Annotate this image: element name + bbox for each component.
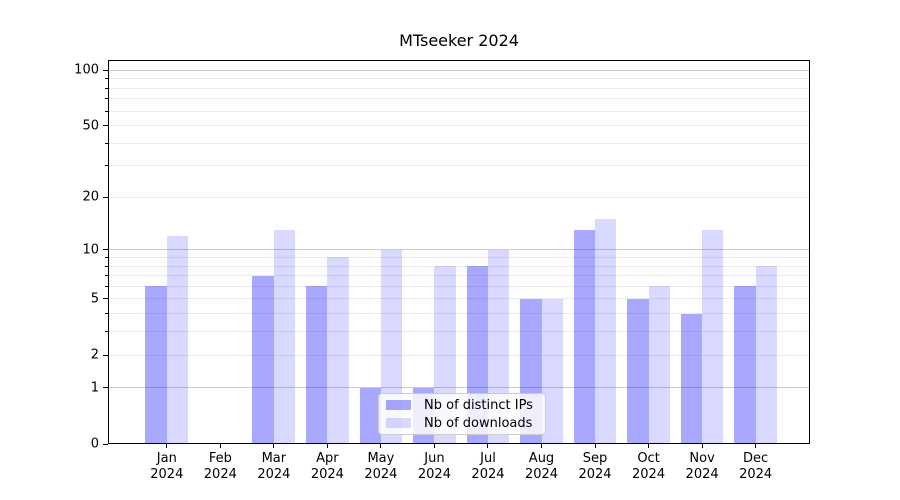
bar-nb-of-downloads-nov (702, 230, 724, 444)
legend-label-distinct-ips: Nb of distinct IPs (424, 397, 533, 413)
y-tick-label: 0 (90, 436, 99, 452)
bar-nb-of-downloads-dec (755, 266, 778, 444)
x-tick-label-nov: Nov 2024 (685, 451, 719, 482)
gridline-minor (108, 165, 810, 167)
bar-nb-of-distinct-ips-oct (627, 298, 649, 444)
y-tick-major (103, 443, 108, 445)
x-tick (166, 444, 168, 448)
x-tick-label-jul: Jul 2024 (471, 451, 505, 482)
x-tick-label-dec: Dec 2024 (739, 451, 773, 482)
bar-nb-of-downloads-apr (327, 257, 349, 444)
bar-nb-of-downloads-mar (273, 230, 296, 444)
y-tick-minor (105, 165, 108, 167)
chart-title: MTseeker 2024 (399, 31, 519, 50)
y-tick-minor (105, 331, 108, 333)
x-tick-label-mar: Mar 2024 (257, 451, 291, 482)
y-tick-label: 100 (74, 62, 99, 78)
y-tick-major (103, 125, 108, 126)
gridline-minor (108, 275, 810, 277)
legend-item-distinct-ips: Nb of distinct IPs (386, 398, 545, 413)
bar-nb-of-distinct-ips-dec (734, 286, 756, 444)
y-tick-label: 5 (90, 291, 99, 307)
y-tick-minor (105, 265, 108, 267)
gridline-minor (108, 78, 810, 80)
x-tick (594, 444, 596, 448)
bar-nb-of-distinct-ips-nov (680, 313, 703, 444)
gridline-minor (108, 125, 810, 126)
x-tick (755, 444, 757, 448)
x-tick (541, 444, 542, 448)
y-tick-minor (105, 313, 108, 315)
bar-nb-of-distinct-ips-jan (145, 286, 167, 444)
y-tick-major (103, 196, 108, 198)
y-tick-minor (105, 142, 108, 144)
gridline-minor (108, 265, 810, 267)
x-tick (219, 444, 221, 448)
bar-nb-of-distinct-ips-apr (305, 286, 328, 444)
gridline-minor (108, 331, 810, 333)
x-tick (648, 444, 650, 448)
gridline-minor (108, 98, 810, 100)
x-tick (433, 444, 435, 448)
legend: Nb of distinct IPs Nb of downloads (378, 393, 546, 435)
y-tick-minor (105, 98, 108, 100)
bar-nb-of-downloads-oct (648, 286, 670, 444)
gridline-major (108, 387, 810, 389)
x-tick-label-oct: Oct 2024 (632, 451, 666, 482)
y-tick-minor (105, 275, 108, 277)
x-tick (326, 444, 328, 448)
y-tick-label: 50 (82, 118, 99, 133)
x-tick (701, 444, 703, 448)
x-tick-label-may: May 2024 (364, 451, 398, 482)
y-tick-label: 2 (90, 347, 99, 363)
y-tick-major (103, 69, 108, 71)
y-tick-major (103, 249, 108, 251)
y-tick-label: 10 (82, 242, 99, 258)
y-tick-major (103, 298, 108, 300)
gridline-minor (108, 142, 810, 144)
plot-area (108, 60, 810, 444)
y-tick-minor (105, 78, 108, 80)
x-tick (273, 444, 275, 448)
gridline-major (108, 249, 810, 251)
bar-nb-of-distinct-ips-sep (573, 230, 596, 444)
gridline-minor (108, 285, 810, 287)
y-tick-label: 1 (90, 380, 99, 396)
x-tick-label-jun: Jun 2024 (417, 451, 451, 482)
y-tick-minor (105, 285, 108, 287)
y-tick-major (103, 387, 108, 389)
x-tick-label-apr: Apr 2024 (310, 451, 344, 482)
gridline-minor (108, 87, 810, 89)
legend-item-downloads: Nb of downloads (386, 416, 545, 431)
x-tick (487, 444, 489, 448)
x-tick (380, 444, 382, 448)
y-tick-minor (105, 87, 108, 89)
x-tick-label-aug: Aug 2024 (524, 451, 559, 482)
gridline-major (108, 69, 810, 71)
bar-nb-of-downloads-sep (595, 219, 617, 444)
legend-label-downloads: Nb of downloads (424, 415, 533, 431)
gridline-minor (108, 298, 810, 300)
gridline-minor (108, 110, 810, 112)
x-tick-label-sep: Sep 2024 (578, 451, 612, 482)
x-tick-label-jan: Jan 2024 (150, 451, 184, 482)
gridline-minor (108, 354, 810, 356)
y-tick-major (103, 354, 108, 356)
gridline-minor (108, 256, 810, 258)
legend-patch-distinct-ips (386, 400, 411, 410)
bar-nb-of-downloads-jan (166, 236, 189, 444)
x-tick-label-feb: Feb 2024 (203, 451, 237, 482)
bar-nb-of-distinct-ips-may (359, 387, 381, 444)
y-tick-minor (105, 256, 108, 258)
legend-patch-downloads (386, 418, 411, 428)
gridline-minor (108, 196, 810, 198)
bar-nb-of-distinct-ips-mar (252, 275, 274, 444)
bar-nb-of-downloads-aug (541, 298, 563, 444)
gridline-minor (108, 313, 810, 315)
y-tick-label: 20 (82, 189, 99, 205)
y-tick-minor (105, 110, 108, 112)
